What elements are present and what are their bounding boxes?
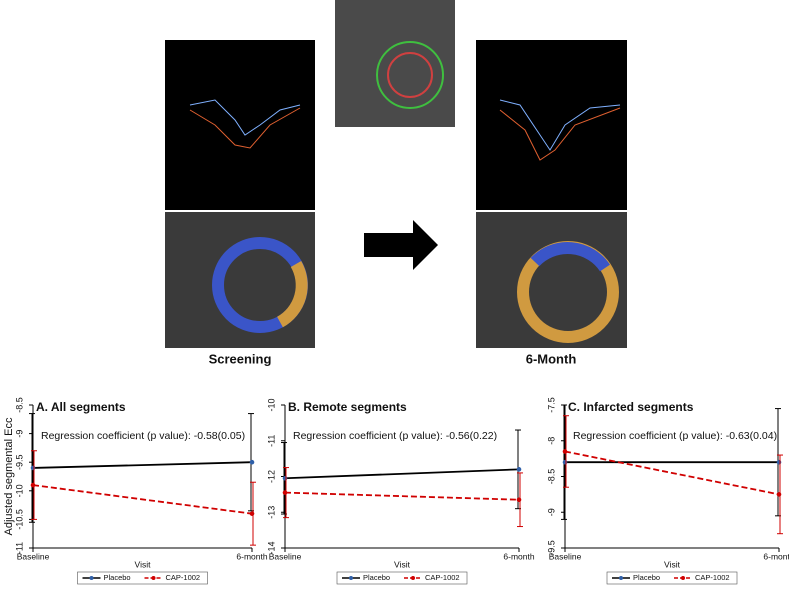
mri-images bbox=[165, 0, 627, 348]
legend-marker bbox=[89, 576, 94, 580]
marker bbox=[776, 492, 782, 497]
marker bbox=[562, 449, 568, 454]
marker bbox=[562, 459, 568, 465]
x-axis-label: Visit bbox=[664, 559, 681, 569]
x-axis-label: Visit bbox=[135, 559, 152, 569]
x-tick-label: Baseline bbox=[549, 551, 582, 561]
contour bbox=[376, 41, 444, 109]
marker bbox=[30, 465, 36, 471]
marker bbox=[282, 490, 288, 495]
strain-curve bbox=[189, 99, 301, 136]
marker bbox=[516, 467, 522, 472]
y-tick-label: -11 bbox=[14, 542, 24, 554]
legend-marker bbox=[411, 576, 415, 580]
legend-box bbox=[336, 571, 468, 585]
mri-center bbox=[335, 0, 455, 127]
series-line bbox=[284, 468, 520, 480]
strain-plot-6-month bbox=[476, 40, 627, 210]
marker bbox=[776, 459, 782, 465]
y-tick-label: -13 bbox=[266, 506, 276, 519]
legend-marker bbox=[151, 576, 156, 580]
segment-ring bbox=[276, 260, 308, 328]
y-tick-label: -8 bbox=[546, 437, 556, 445]
image-label: Screening bbox=[209, 351, 272, 366]
series-line bbox=[32, 461, 253, 469]
strain-plot-screening bbox=[165, 40, 315, 210]
legend-label: CAP-1002 bbox=[695, 573, 730, 582]
annotation: Regression coefficient (p value): -0.56(… bbox=[293, 430, 497, 442]
legend-label: Placebo bbox=[633, 573, 660, 582]
legend-marker bbox=[619, 576, 623, 580]
contour bbox=[387, 52, 433, 98]
legend-label: CAP-1002 bbox=[425, 573, 460, 582]
y-tick-label: -10 bbox=[14, 484, 24, 497]
x-tick-label: Baseline bbox=[17, 551, 50, 561]
y-tick-label: -9.5 bbox=[14, 454, 24, 470]
segment-ring bbox=[530, 242, 610, 272]
image-label: 6-Month bbox=[526, 351, 577, 366]
legend-label: Placebo bbox=[104, 573, 131, 582]
y-tick-label: -12 bbox=[266, 470, 276, 483]
x-tick-label: 6-month bbox=[236, 551, 267, 561]
y-tick-label: -8.5 bbox=[14, 397, 24, 413]
marker bbox=[516, 497, 522, 503]
x-tick-label: 6-month bbox=[503, 551, 534, 561]
marker bbox=[249, 511, 255, 516]
legend-box bbox=[606, 571, 738, 585]
y-tick-label: -9 bbox=[546, 508, 556, 516]
marker bbox=[249, 459, 255, 465]
x-axis-label: Visit bbox=[394, 559, 411, 569]
annotation: Regression coefficient (p value): -0.63(… bbox=[573, 430, 777, 442]
legend-marker bbox=[349, 576, 353, 580]
x-tick-label: 6-month bbox=[763, 551, 789, 561]
strain-curve bbox=[499, 107, 621, 161]
y-tick-label: -9.5 bbox=[546, 540, 556, 556]
x-tick-label: Baseline bbox=[269, 551, 302, 561]
annotation: Regression coefficient (p value): -0.58(… bbox=[41, 430, 245, 442]
y-tick-label: -8.5 bbox=[546, 469, 556, 485]
y-axis-label: Adjusted segmental Ecc bbox=[3, 417, 15, 536]
arrow bbox=[364, 220, 438, 270]
series-line bbox=[564, 450, 780, 496]
series-line bbox=[32, 484, 253, 515]
legend-label: CAP-1002 bbox=[166, 573, 201, 582]
y-tick-label: -7.5 bbox=[546, 397, 556, 413]
y-tick-label: -9 bbox=[14, 430, 24, 438]
legend-box bbox=[77, 571, 208, 585]
y-tick-label: -10.5 bbox=[14, 509, 24, 530]
chart-title: A. All segments bbox=[36, 400, 126, 414]
strain-curve bbox=[499, 99, 621, 151]
marker bbox=[282, 475, 288, 481]
series-line bbox=[284, 491, 520, 501]
y-tick-label: -11 bbox=[266, 435, 276, 447]
chart-title: B. Remote segments bbox=[288, 400, 407, 414]
marker bbox=[30, 482, 36, 488]
y-tick-label: -14 bbox=[266, 541, 276, 554]
strain-curve bbox=[189, 107, 301, 149]
y-tick-label: -10 bbox=[266, 398, 276, 411]
legend-marker bbox=[681, 576, 685, 580]
legend-label: Placebo bbox=[363, 573, 390, 582]
chart-title: C. Infarcted segments bbox=[568, 400, 694, 414]
